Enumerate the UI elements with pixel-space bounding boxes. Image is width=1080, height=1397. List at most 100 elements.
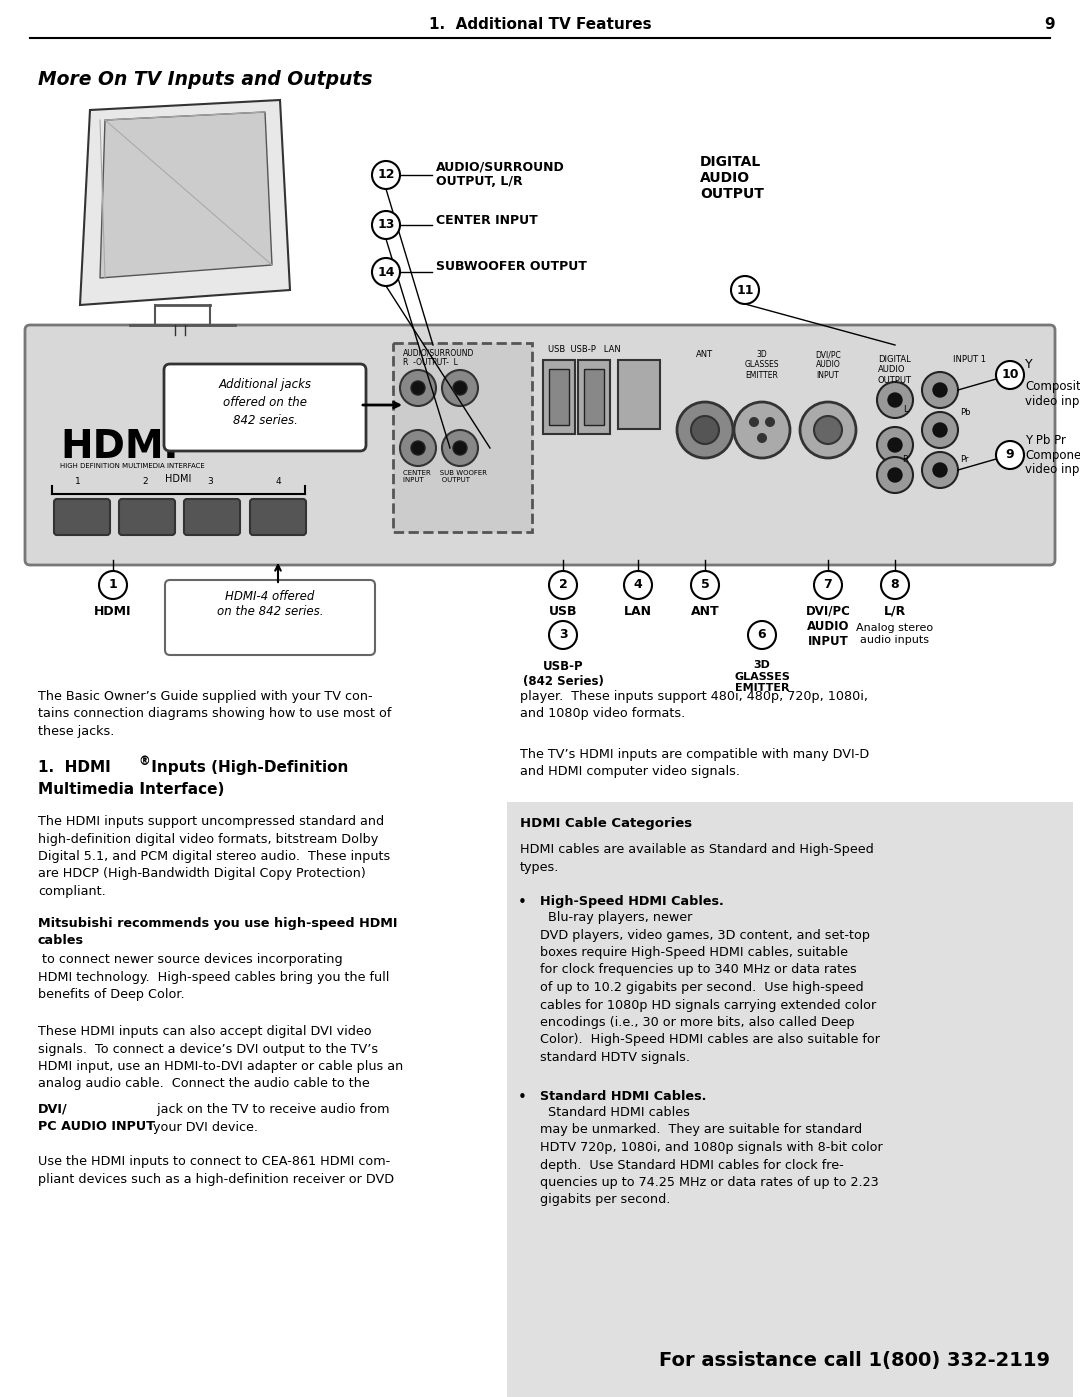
- Circle shape: [453, 441, 467, 455]
- Text: USB-P
(842 Series): USB-P (842 Series): [523, 659, 604, 687]
- Text: Composite
video input: Composite video input: [1025, 380, 1080, 408]
- Circle shape: [734, 402, 789, 458]
- Text: L: L: [903, 405, 908, 415]
- Text: 1: 1: [109, 578, 118, 591]
- Text: 14: 14: [377, 265, 395, 278]
- Text: DIGITAL
AUDIO
OUTPUT: DIGITAL AUDIO OUTPUT: [878, 355, 912, 384]
- Text: HDMI-4 offered
on the 842 series.: HDMI-4 offered on the 842 series.: [217, 590, 323, 617]
- Text: Y Pb Pr
Component
video input: Y Pb Pr Component video input: [1025, 433, 1080, 476]
- Circle shape: [624, 571, 652, 599]
- Text: Pb: Pb: [960, 408, 971, 416]
- Circle shape: [731, 277, 759, 305]
- FancyBboxPatch shape: [584, 369, 604, 425]
- Text: DVI/PC
AUDIO
INPUT: DVI/PC AUDIO INPUT: [815, 351, 841, 380]
- Text: player.  These inputs support 480i, 480p, 720p, 1080i,
and 1080p video formats.: player. These inputs support 480i, 480p,…: [519, 690, 868, 721]
- Text: These HDMI inputs can also accept digital DVI video
signals.  To connect a devic: These HDMI inputs can also accept digita…: [38, 1025, 403, 1091]
- Circle shape: [877, 427, 913, 462]
- Text: CENTER INPUT: CENTER INPUT: [436, 214, 538, 226]
- Text: USB  USB-P   LAN: USB USB-P LAN: [548, 345, 621, 353]
- Text: 3D
GLASSES
EMITTER: 3D GLASSES EMITTER: [745, 351, 780, 380]
- Text: DVI/
PC AUDIO INPUT: DVI/ PC AUDIO INPUT: [38, 1104, 156, 1133]
- Circle shape: [549, 571, 577, 599]
- Circle shape: [748, 622, 777, 650]
- Text: 1.  HDMI: 1. HDMI: [38, 760, 111, 775]
- Circle shape: [888, 393, 902, 407]
- Text: 13: 13: [377, 218, 394, 232]
- Circle shape: [750, 416, 759, 427]
- Circle shape: [996, 441, 1024, 469]
- Circle shape: [814, 416, 842, 444]
- Text: DVI/PC
AUDIO
INPUT: DVI/PC AUDIO INPUT: [806, 605, 850, 648]
- Circle shape: [933, 462, 947, 476]
- Text: The TV’s HDMI inputs are compatible with many DVI-D
and HDMI computer video sign: The TV’s HDMI inputs are compatible with…: [519, 747, 869, 778]
- Text: 3: 3: [558, 629, 567, 641]
- Circle shape: [372, 258, 400, 286]
- Text: 2: 2: [143, 476, 148, 486]
- FancyBboxPatch shape: [507, 802, 1074, 1397]
- Circle shape: [922, 372, 958, 408]
- Circle shape: [99, 571, 127, 599]
- FancyBboxPatch shape: [249, 499, 306, 535]
- Text: AUDIO/SURROUND
R  -OUTPUT-  L: AUDIO/SURROUND R -OUTPUT- L: [403, 348, 474, 367]
- Circle shape: [877, 457, 913, 493]
- Text: 3: 3: [207, 476, 213, 486]
- Circle shape: [888, 439, 902, 453]
- Text: Y: Y: [999, 365, 1004, 374]
- Circle shape: [400, 430, 436, 467]
- Text: Analog stereo
audio inputs: Analog stereo audio inputs: [856, 623, 933, 644]
- Text: 1: 1: [76, 476, 81, 486]
- Text: L/R: L/R: [883, 605, 906, 617]
- Circle shape: [691, 416, 719, 444]
- FancyBboxPatch shape: [393, 344, 532, 532]
- Circle shape: [922, 453, 958, 488]
- Text: Additional jacks
offered on the
842 series.: Additional jacks offered on the 842 seri…: [218, 379, 311, 427]
- Circle shape: [877, 381, 913, 418]
- Text: 11: 11: [737, 284, 754, 296]
- FancyBboxPatch shape: [618, 360, 660, 429]
- Text: SUBWOOFER OUTPUT: SUBWOOFER OUTPUT: [436, 260, 586, 274]
- Text: HDMI: HDMI: [94, 605, 132, 617]
- FancyBboxPatch shape: [184, 499, 240, 535]
- Circle shape: [691, 571, 719, 599]
- Circle shape: [549, 622, 577, 650]
- Circle shape: [372, 211, 400, 239]
- Text: The Basic Owner’s Guide supplied with your TV con-
tains connection diagrams sho: The Basic Owner’s Guide supplied with yo…: [38, 690, 391, 738]
- Text: •: •: [518, 1090, 527, 1105]
- Text: For assistance call 1(800) 332-2119: For assistance call 1(800) 332-2119: [659, 1351, 1050, 1370]
- Text: LAN: LAN: [624, 605, 652, 617]
- Text: Multimedia Interface): Multimedia Interface): [38, 782, 225, 798]
- Text: More On TV Inputs and Outputs: More On TV Inputs and Outputs: [38, 70, 373, 89]
- Circle shape: [372, 161, 400, 189]
- Circle shape: [933, 383, 947, 397]
- Circle shape: [922, 412, 958, 448]
- Text: 4: 4: [275, 476, 281, 486]
- Text: 9: 9: [1005, 448, 1014, 461]
- Text: ®: ®: [138, 754, 150, 768]
- Text: Blu-ray players, newer
DVD players, video games, 3D content, and set-top
boxes r: Blu-ray players, newer DVD players, vide…: [540, 911, 880, 1065]
- Text: The HDMI inputs support uncompressed standard and
high-definition digital video : The HDMI inputs support uncompressed sta…: [38, 814, 390, 898]
- Text: HDMI cables are available as Standard and High-Speed
types.: HDMI cables are available as Standard an…: [519, 842, 874, 873]
- Text: •: •: [518, 895, 527, 909]
- Polygon shape: [80, 101, 291, 305]
- Text: 12: 12: [377, 169, 395, 182]
- Text: HDMI: HDMI: [60, 427, 178, 467]
- Text: HIGH DEFINITION MULTIMEDIA INTERFACE: HIGH DEFINITION MULTIMEDIA INTERFACE: [60, 462, 205, 469]
- Text: USB: USB: [549, 605, 577, 617]
- Circle shape: [814, 571, 842, 599]
- FancyBboxPatch shape: [25, 326, 1055, 564]
- Text: 10: 10: [1001, 369, 1018, 381]
- Circle shape: [400, 370, 436, 407]
- Circle shape: [765, 416, 775, 427]
- Text: 4: 4: [634, 578, 643, 591]
- Circle shape: [996, 360, 1024, 388]
- Text: CENTER    SUB WOOFER
INPUT        OUTPUT: CENTER SUB WOOFER INPUT OUTPUT: [403, 469, 487, 483]
- FancyBboxPatch shape: [578, 360, 610, 434]
- Circle shape: [442, 430, 478, 467]
- Text: ANT: ANT: [697, 351, 714, 359]
- Text: HDMI: HDMI: [165, 474, 191, 483]
- Circle shape: [800, 402, 856, 458]
- Text: AUDIO/SURROUND
OUTPUT, L/R: AUDIO/SURROUND OUTPUT, L/R: [436, 161, 565, 189]
- Text: INPUT 1: INPUT 1: [953, 355, 986, 365]
- FancyBboxPatch shape: [543, 360, 575, 434]
- FancyBboxPatch shape: [549, 369, 569, 425]
